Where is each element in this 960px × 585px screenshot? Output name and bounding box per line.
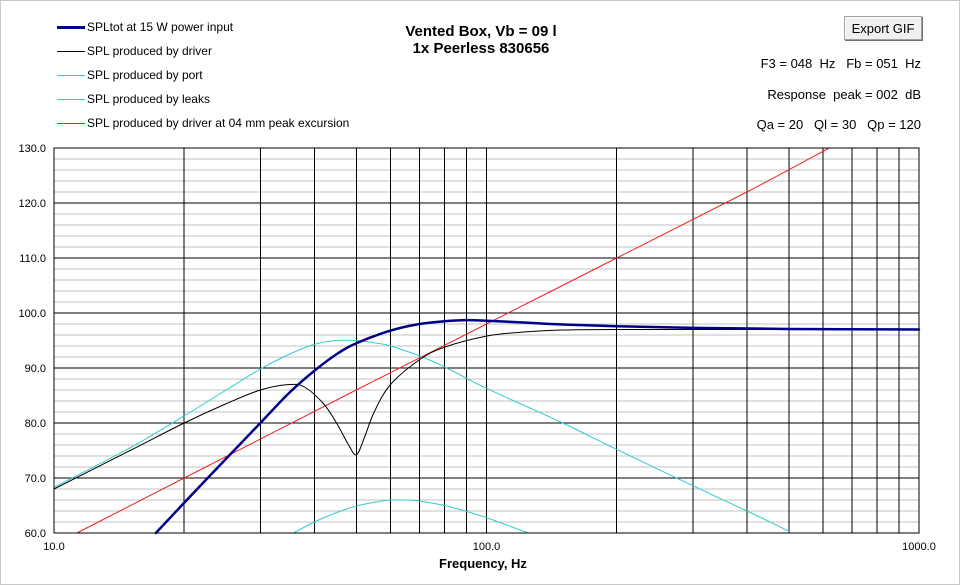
grid xyxy=(53,147,919,534)
export-gif-button[interactable]: Export GIF xyxy=(844,16,922,40)
legend-label: SPLtot at 15 W power input xyxy=(87,20,234,34)
chart-subtitle: 1x Peerless 830656 xyxy=(412,40,550,57)
series-line-4 xyxy=(76,147,830,534)
series-layer xyxy=(53,147,921,535)
y-tick-label: 100.0 xyxy=(18,308,46,320)
y-tick-label: 80.0 xyxy=(25,418,46,430)
legend-swatch xyxy=(57,75,85,76)
legend-swatch xyxy=(57,51,85,52)
legend-swatch xyxy=(57,99,85,100)
f3-fb-readout: F3 = 048 Hz Fb = 051 Hz xyxy=(760,56,921,71)
y-tick-label: 110.0 xyxy=(19,253,46,265)
y-tick-label: 130.0 xyxy=(18,143,46,155)
series-line-2 xyxy=(53,339,790,532)
q-values-readout: Qa = 20 Ql = 30 Qp = 120 xyxy=(756,117,921,132)
y-tick-labels: 60.0 70.0 80.0 90.0 100.0 110.0 120.0 130.0 xyxy=(18,143,46,540)
x-tick-label: 100.0 xyxy=(473,541,501,553)
legend-swatch xyxy=(57,123,85,124)
y-tick-label: 70.0 xyxy=(25,473,46,485)
x-tick-label: 1000.0 xyxy=(902,541,936,553)
legend-label: SPL produced by driver xyxy=(87,44,212,58)
response-peak-readout: Response peak = 002 dB xyxy=(767,87,921,102)
x-axis-label: Frequency, Hz xyxy=(439,556,527,571)
y-tick-label: 90.0 xyxy=(25,363,46,375)
chart-title-block: Vented Box, Vb = 09 l 1x Peerless 830656 xyxy=(361,23,601,57)
series-line-0 xyxy=(154,318,921,535)
legend-swatch xyxy=(57,26,85,29)
plot-border xyxy=(53,147,920,534)
x-tick-label: 10.0 xyxy=(43,541,64,553)
legend-label: SPL produced by port xyxy=(87,68,203,82)
series-line-3 xyxy=(293,499,529,534)
legend-label: SPL produced by leaks xyxy=(87,92,210,106)
y-tick-label: 60.0 xyxy=(25,528,46,540)
y-tick-label: 120.0 xyxy=(18,198,46,210)
legend-label: SPL produced by driver at 04 mm peak exc… xyxy=(87,116,350,130)
chart-title: Vented Box, Vb = 09 l xyxy=(405,23,557,40)
x-tick-labels: 10.0 100.0 1000.0 xyxy=(43,541,936,553)
series-line-1 xyxy=(53,328,920,490)
